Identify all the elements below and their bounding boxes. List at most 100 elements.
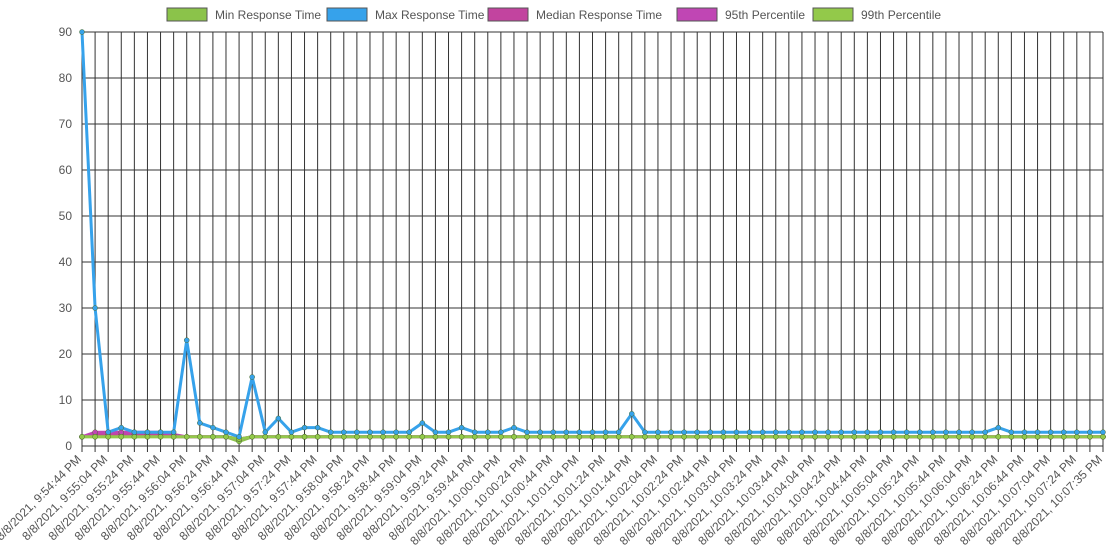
data-point bbox=[498, 429, 504, 435]
data-point bbox=[1100, 429, 1106, 435]
data-point bbox=[602, 434, 609, 440]
data-point bbox=[1008, 429, 1015, 435]
data-point bbox=[668, 434, 674, 440]
data-point bbox=[642, 429, 648, 435]
data-point bbox=[916, 429, 923, 435]
legend-label: Median Response Time bbox=[536, 8, 662, 22]
data-point bbox=[471, 429, 478, 435]
data-point bbox=[864, 429, 871, 435]
data-point bbox=[877, 434, 884, 440]
data-point bbox=[969, 434, 975, 440]
legend-swatch bbox=[487, 7, 529, 22]
data-point bbox=[681, 429, 687, 435]
data-point bbox=[341, 429, 347, 435]
data-point bbox=[1074, 434, 1080, 440]
data-point bbox=[930, 434, 936, 440]
data-point bbox=[92, 429, 98, 435]
data-point bbox=[1047, 434, 1054, 440]
data-point bbox=[197, 434, 203, 440]
data-point bbox=[1021, 434, 1028, 440]
data-point bbox=[419, 420, 426, 426]
y-tick-label: 70 bbox=[59, 117, 73, 131]
data-point bbox=[341, 434, 347, 440]
data-point bbox=[183, 434, 190, 440]
data-point bbox=[589, 429, 596, 435]
data-point bbox=[982, 434, 988, 440]
data-point bbox=[563, 429, 570, 435]
data-point bbox=[511, 424, 517, 431]
y-tick-label: 10 bbox=[59, 393, 73, 407]
data-point bbox=[524, 429, 530, 435]
data-point bbox=[471, 434, 478, 440]
data-point bbox=[930, 429, 936, 435]
data-point bbox=[956, 429, 962, 435]
data-point bbox=[629, 434, 635, 440]
data-point bbox=[223, 429, 229, 435]
data-point bbox=[1034, 429, 1041, 435]
data-point bbox=[301, 424, 308, 431]
data-point bbox=[367, 429, 373, 435]
data-point bbox=[157, 434, 164, 440]
data-point bbox=[131, 429, 138, 435]
data-point bbox=[367, 434, 373, 440]
data-point bbox=[419, 434, 426, 440]
data-point bbox=[773, 429, 779, 435]
data-point bbox=[746, 434, 753, 440]
data-point bbox=[262, 429, 269, 435]
data-point bbox=[903, 429, 910, 435]
data-point bbox=[943, 434, 949, 440]
data-point bbox=[694, 434, 700, 440]
data-point bbox=[799, 429, 805, 435]
y-tick-label: 60 bbox=[59, 163, 73, 177]
data-point bbox=[786, 434, 792, 440]
data-point bbox=[956, 434, 962, 440]
data-point bbox=[197, 420, 203, 426]
data-point bbox=[1021, 429, 1028, 435]
data-point bbox=[720, 429, 727, 435]
data-point bbox=[655, 434, 661, 440]
data-point bbox=[1034, 434, 1041, 440]
legend-swatch bbox=[812, 7, 854, 22]
legend-swatch bbox=[166, 7, 208, 22]
data-point bbox=[406, 429, 412, 435]
data-point bbox=[563, 434, 570, 440]
data-point bbox=[275, 434, 282, 440]
data-point bbox=[262, 434, 269, 440]
legend-swatch bbox=[326, 7, 368, 22]
data-point bbox=[773, 434, 779, 440]
data-point bbox=[602, 429, 609, 435]
data-point bbox=[314, 434, 321, 440]
data-point bbox=[380, 434, 386, 440]
data-point bbox=[183, 337, 190, 343]
data-point bbox=[629, 411, 635, 417]
data-point bbox=[445, 434, 452, 440]
data-point bbox=[1100, 434, 1106, 440]
data-point bbox=[314, 424, 321, 431]
data-point bbox=[79, 29, 85, 35]
data-point bbox=[812, 429, 818, 435]
data-point bbox=[1060, 429, 1067, 435]
data-point bbox=[707, 434, 714, 440]
legend-label: 99th Percentile bbox=[861, 8, 941, 22]
data-point bbox=[825, 434, 831, 440]
y-tick-label: 30 bbox=[59, 301, 73, 315]
data-point bbox=[105, 429, 111, 435]
data-point bbox=[681, 434, 687, 440]
data-point bbox=[720, 434, 727, 440]
data-point bbox=[406, 434, 412, 440]
data-point bbox=[982, 429, 988, 435]
data-point bbox=[79, 434, 85, 440]
data-point bbox=[105, 434, 111, 440]
legend-label: Min Response Time bbox=[215, 8, 321, 22]
data-point bbox=[511, 434, 517, 440]
data-point bbox=[1060, 434, 1067, 440]
data-point bbox=[327, 434, 334, 440]
data-point bbox=[393, 434, 399, 440]
legend-label: 95th Percentile bbox=[725, 8, 805, 22]
y-tick-label: 90 bbox=[59, 25, 73, 39]
data-point bbox=[589, 434, 596, 440]
data-point bbox=[733, 429, 740, 435]
data-point bbox=[458, 424, 465, 431]
data-point bbox=[890, 429, 897, 435]
